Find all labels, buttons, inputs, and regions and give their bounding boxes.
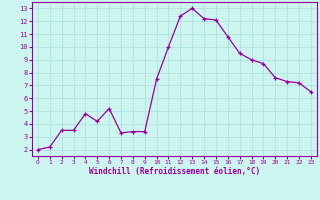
X-axis label: Windchill (Refroidissement éolien,°C): Windchill (Refroidissement éolien,°C) xyxy=(89,167,260,176)
